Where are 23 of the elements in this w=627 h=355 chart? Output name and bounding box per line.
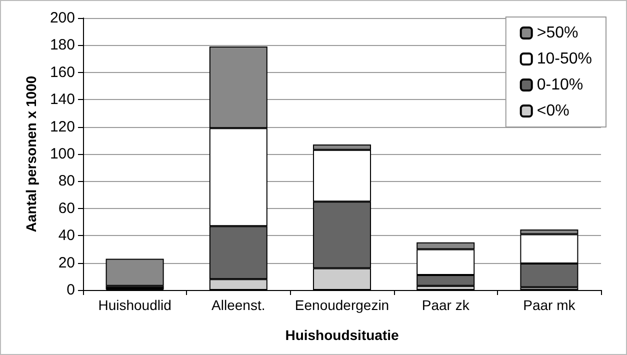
y-tick-label: 180 bbox=[50, 36, 75, 54]
x-tick-label: Paar mk bbox=[523, 297, 576, 313]
x-tick-label: Eenoudergezin bbox=[294, 297, 390, 313]
x-tick-label: Alleenst. bbox=[212, 297, 266, 313]
y-tick-label: 20 bbox=[58, 254, 75, 272]
y-tick-label: 40 bbox=[58, 227, 75, 244]
y-tick-label: 80 bbox=[58, 172, 75, 190]
x-tick-label: Huishoudlid bbox=[98, 297, 172, 313]
bar bbox=[106, 258, 164, 286]
y-tick-label: 160 bbox=[50, 64, 75, 81]
legend-label: >50% bbox=[536, 24, 578, 42]
legend-label: 10-50% bbox=[536, 50, 592, 68]
legend-label: <0% bbox=[536, 102, 570, 120]
y-tick-label: 120 bbox=[50, 118, 75, 136]
legend-label: 0-10% bbox=[536, 76, 584, 94]
x-axis-title: Huishoudsituatie bbox=[285, 327, 399, 343]
y-tick-label: 60 bbox=[58, 200, 75, 217]
y-tick-label: 140 bbox=[50, 91, 75, 108]
y-tick-label: 0 bbox=[66, 282, 75, 298]
y-tick-label: 200 bbox=[50, 10, 75, 26]
y-tick-label: 100 bbox=[50, 146, 75, 162]
y-axis-title: Aantal personen x 1000 bbox=[23, 76, 39, 232]
x-tick-label: Paar zk bbox=[422, 297, 470, 313]
